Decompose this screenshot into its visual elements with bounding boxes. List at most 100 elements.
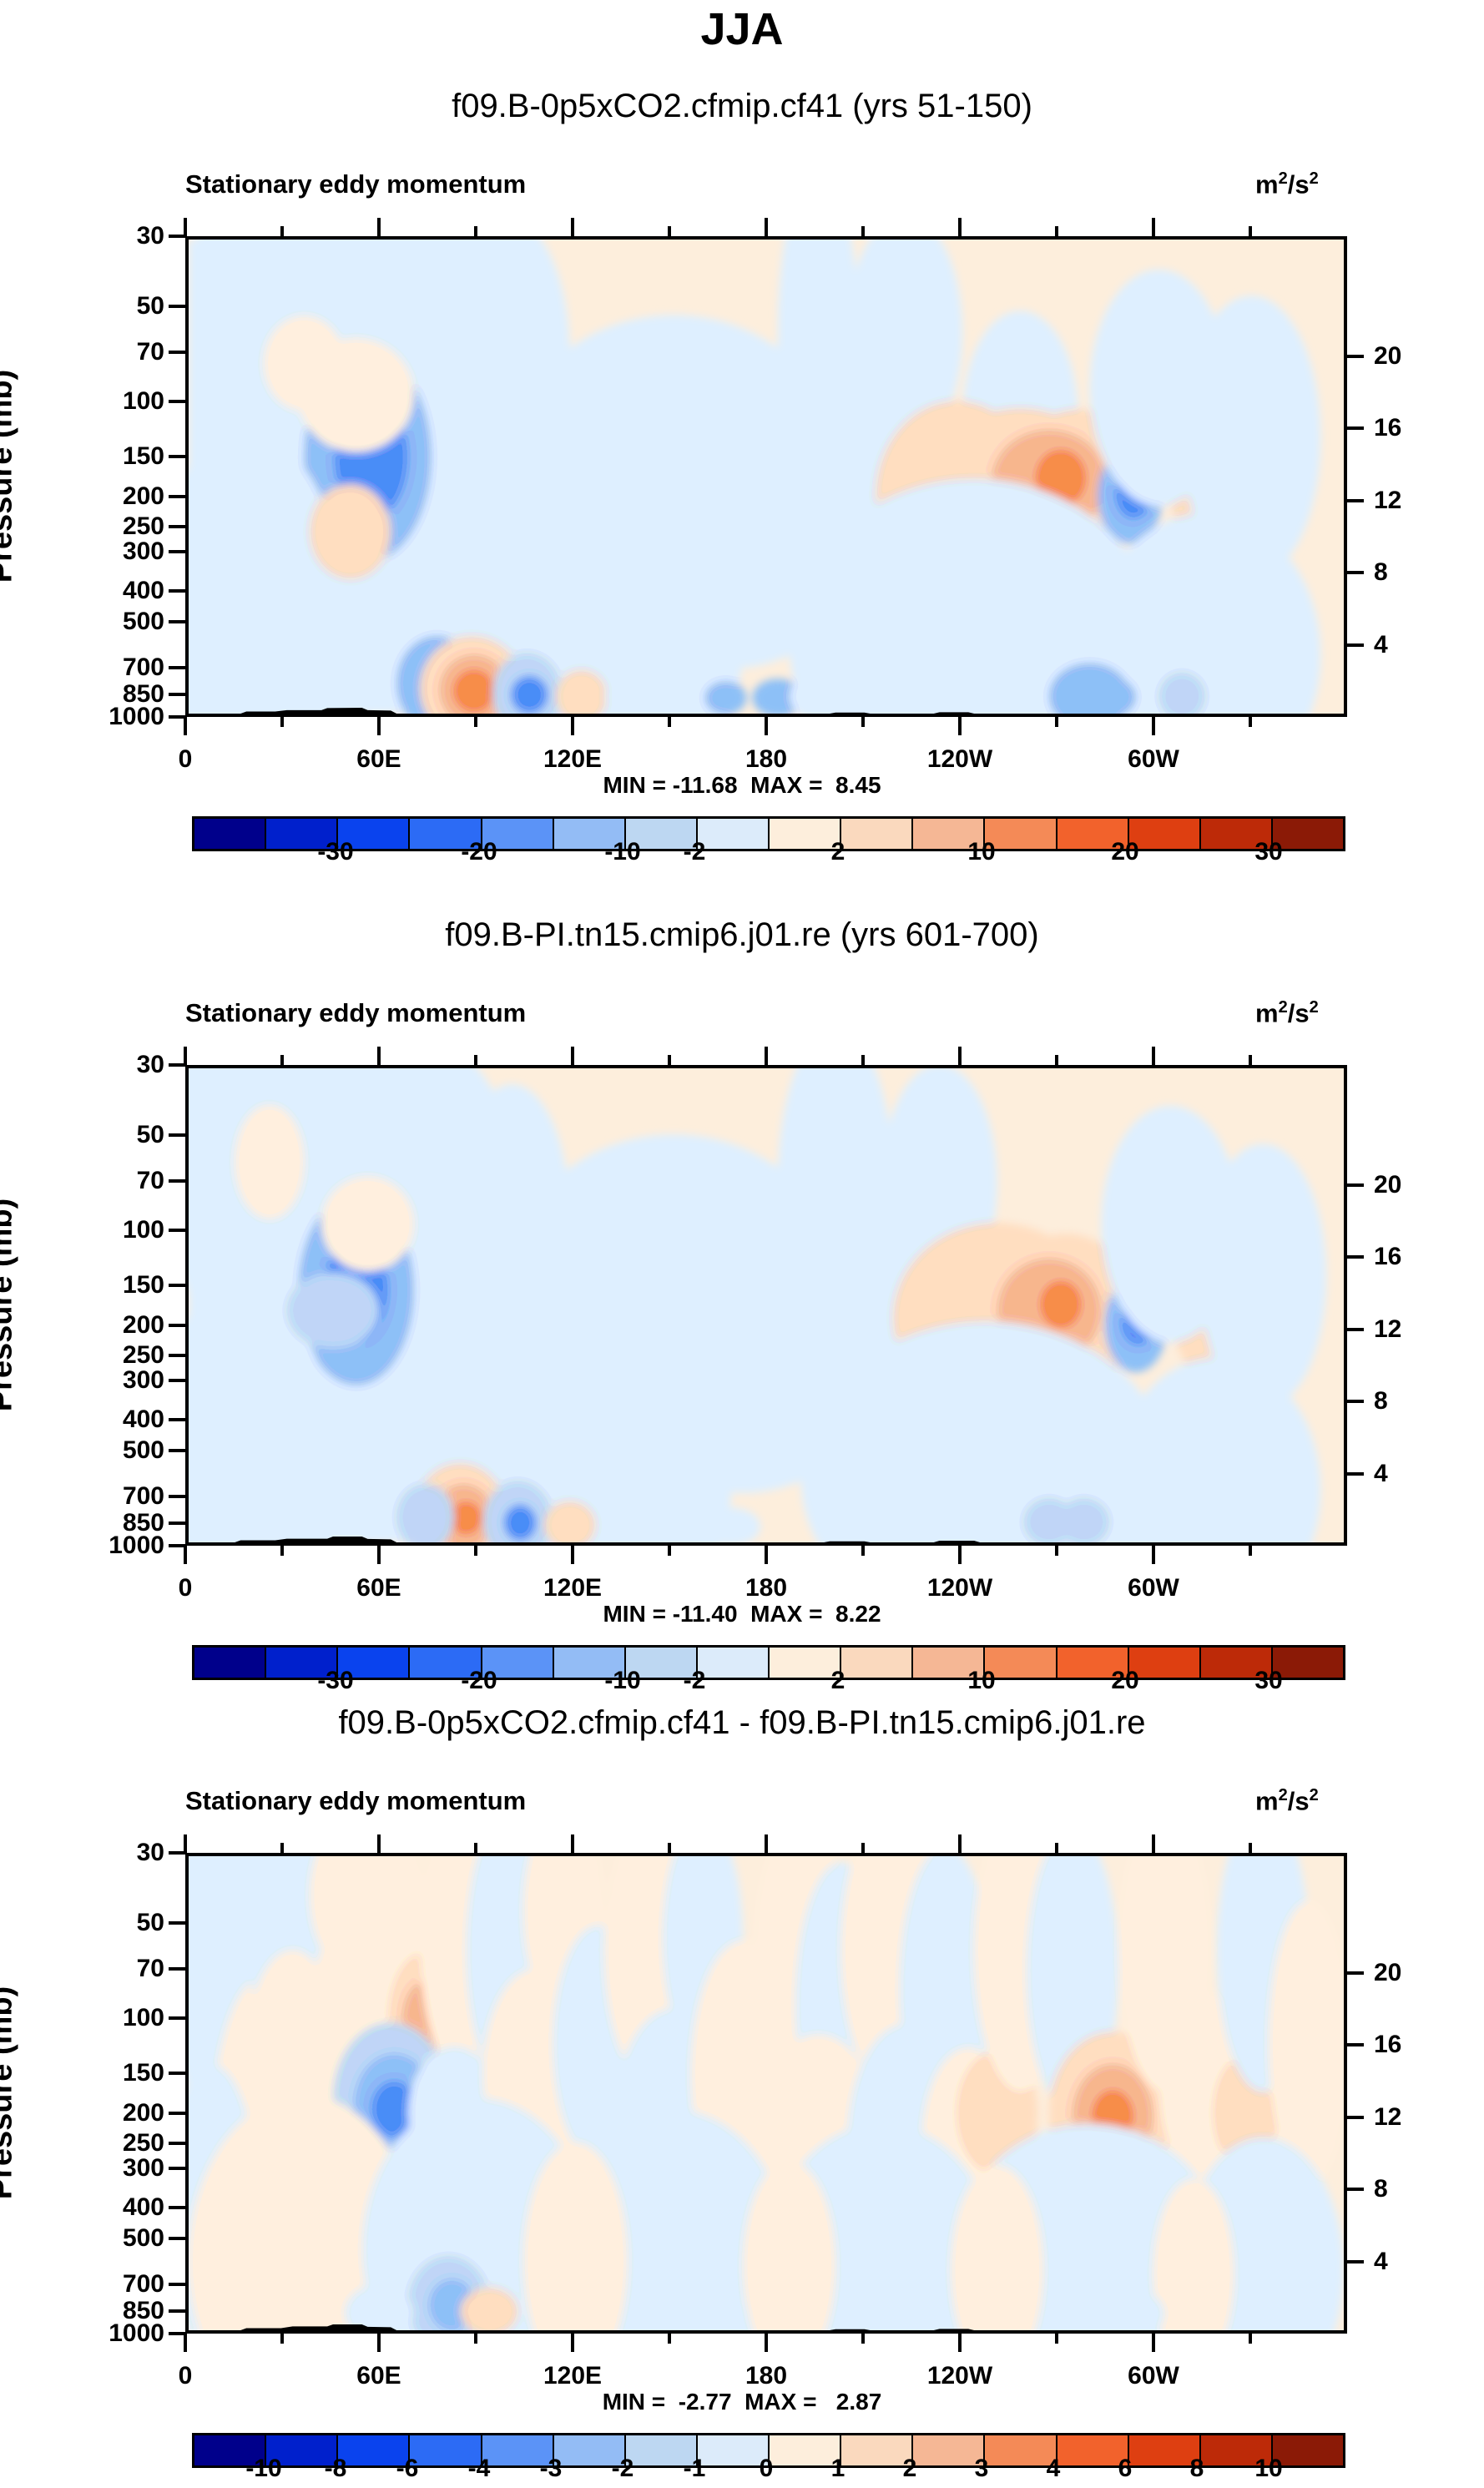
field-region (189, 2095, 420, 2330)
height-tick (1347, 2188, 1364, 2192)
pressure-tick (169, 2111, 185, 2115)
pressure-tick (169, 550, 185, 554)
pressure-tick (169, 1544, 185, 1547)
terrain-mask (933, 712, 975, 714)
colorbar-segment (338, 2435, 411, 2465)
terrain-mask (240, 708, 397, 714)
height-tick (1347, 643, 1364, 647)
lon-tick-major-top (958, 1834, 962, 1853)
pressure-tick-label: 250 (122, 2129, 164, 2157)
pressure-tick (169, 2016, 185, 2020)
lon-tick-minor-top (474, 226, 477, 236)
colorbar-tick-label: 2 (830, 838, 845, 866)
lon-tick-major-top (1152, 1047, 1155, 1065)
lon-tick-minor (474, 1546, 477, 1556)
colorbar-tick-label: -4 (467, 2455, 491, 2482)
field-region (846, 240, 963, 452)
lon-tick-major (377, 1546, 381, 1564)
pressure-tick-label: 400 (122, 577, 164, 605)
colorbar-segment (266, 2435, 339, 2465)
pressure-tick-label: 200 (122, 482, 164, 510)
colorbar[interactable] (192, 2433, 1345, 2468)
pressure-tick (169, 2283, 185, 2287)
colorbar-segment (985, 2435, 1057, 2465)
plot-area[interactable] (185, 1853, 1347, 2334)
colorbar-segment (410, 819, 482, 849)
pressure-tick (169, 304, 185, 308)
colorbar-segment (625, 819, 698, 849)
pressure-tick (169, 1133, 185, 1137)
panel-title: f09.B-0p5xCO2.cfmip.cf41 - f09.B-PI.tn15… (338, 1704, 1146, 1741)
colorbar-labels: -30 -20 -10 -2 2 10 20 30 (192, 838, 1340, 871)
terrain-mask (830, 2329, 871, 2330)
lon-tick-label: 60W (1128, 1574, 1179, 1602)
colorbar-segment (266, 1648, 339, 1678)
plot-area[interactable] (185, 1065, 1347, 1546)
variable-label: Stationary eddy momentum (185, 1786, 527, 1815)
pressure-axis-title: Pressure (mb) (0, 1198, 19, 1412)
pressure-tick (169, 1323, 185, 1327)
height-tick (1347, 1183, 1364, 1187)
height-tick (1347, 1971, 1364, 1975)
colorbar-tick-label: 2 (902, 2455, 917, 2482)
height-tick-label: 8 (1374, 2175, 1388, 2203)
lon-tick-label: 180 (745, 1574, 788, 1602)
field-region (1182, 295, 1321, 580)
pressure-tick (169, 1354, 185, 1358)
pressure-tick-label: 50 (136, 1120, 164, 1148)
lon-tick-major-top (571, 218, 574, 236)
height-tick (1347, 2043, 1364, 2047)
colorbar-tick-label: 20 (1111, 838, 1139, 866)
colorbar-segment (697, 2435, 770, 2465)
panel-title: f09.B-0p5xCO2.cfmip.cf41 (yrs 51-150) (452, 88, 1032, 124)
lon-tick-major-top (1152, 1834, 1155, 1853)
colorbar-tick-label: 30 (1254, 838, 1283, 866)
terrain-mask (933, 2329, 975, 2330)
colorbar-segment (194, 819, 267, 849)
units-label: m2/s2 (1255, 998, 1319, 1028)
lon-tick-label: 180 (745, 745, 788, 773)
lon-tick-major-top (377, 218, 381, 236)
lon-tick-major-top (377, 1047, 381, 1065)
colorbar-segment (338, 819, 411, 849)
colorbar-tick-label: 8 (1189, 2455, 1204, 2482)
colorbar-segment (1128, 2435, 1201, 2465)
terrain-mask (235, 1537, 397, 1542)
lon-tick-major (377, 2334, 381, 2352)
height-tick-label: 16 (1374, 2031, 1402, 2059)
contour-field (189, 1068, 1344, 1542)
pressure-tick (169, 1228, 185, 1232)
lon-tick-minor (1249, 1546, 1252, 1556)
height-tick (1347, 571, 1364, 575)
field-region (1107, 2289, 1165, 2330)
height-tick-label: 8 (1374, 558, 1388, 587)
field-region (1199, 1143, 1327, 1410)
pressure-tick (169, 2206, 185, 2210)
lon-tick-major (1152, 1546, 1155, 1564)
height-tick-label: 12 (1374, 2102, 1402, 2131)
plot-area[interactable] (185, 236, 1347, 717)
lon-tick-minor-top (1055, 1055, 1058, 1065)
field-region (789, 478, 1159, 714)
height-tick-label: 4 (1374, 1459, 1388, 1487)
colorbar-segment (1272, 819, 1343, 849)
field-region (1089, 512, 1321, 714)
colorbar-tick-label: -10 (604, 838, 641, 866)
pressure-tick (169, 1495, 185, 1499)
lon-tick-minor (1055, 1546, 1058, 1556)
colorbar[interactable] (192, 816, 1345, 851)
colorbar-tick-label: 30 (1254, 1667, 1283, 1694)
colorbar[interactable] (192, 1645, 1345, 1680)
colorbar-tick-label: -20 (461, 1667, 497, 1694)
pressure-tick (169, 1179, 185, 1183)
lon-tick-label: 0 (178, 745, 193, 773)
lon-tick-major (184, 1546, 187, 1564)
field-region (189, 431, 351, 714)
colorbar-segment (553, 819, 626, 849)
colorbar-segment (913, 2435, 986, 2465)
lon-tick-minor (861, 1546, 865, 1556)
colorbar-segment (482, 819, 554, 849)
pressure-tick-label: 150 (122, 1271, 164, 1300)
pressure-tick-label: 700 (122, 1482, 164, 1511)
colorbar-tick-label: -10 (245, 2455, 282, 2482)
